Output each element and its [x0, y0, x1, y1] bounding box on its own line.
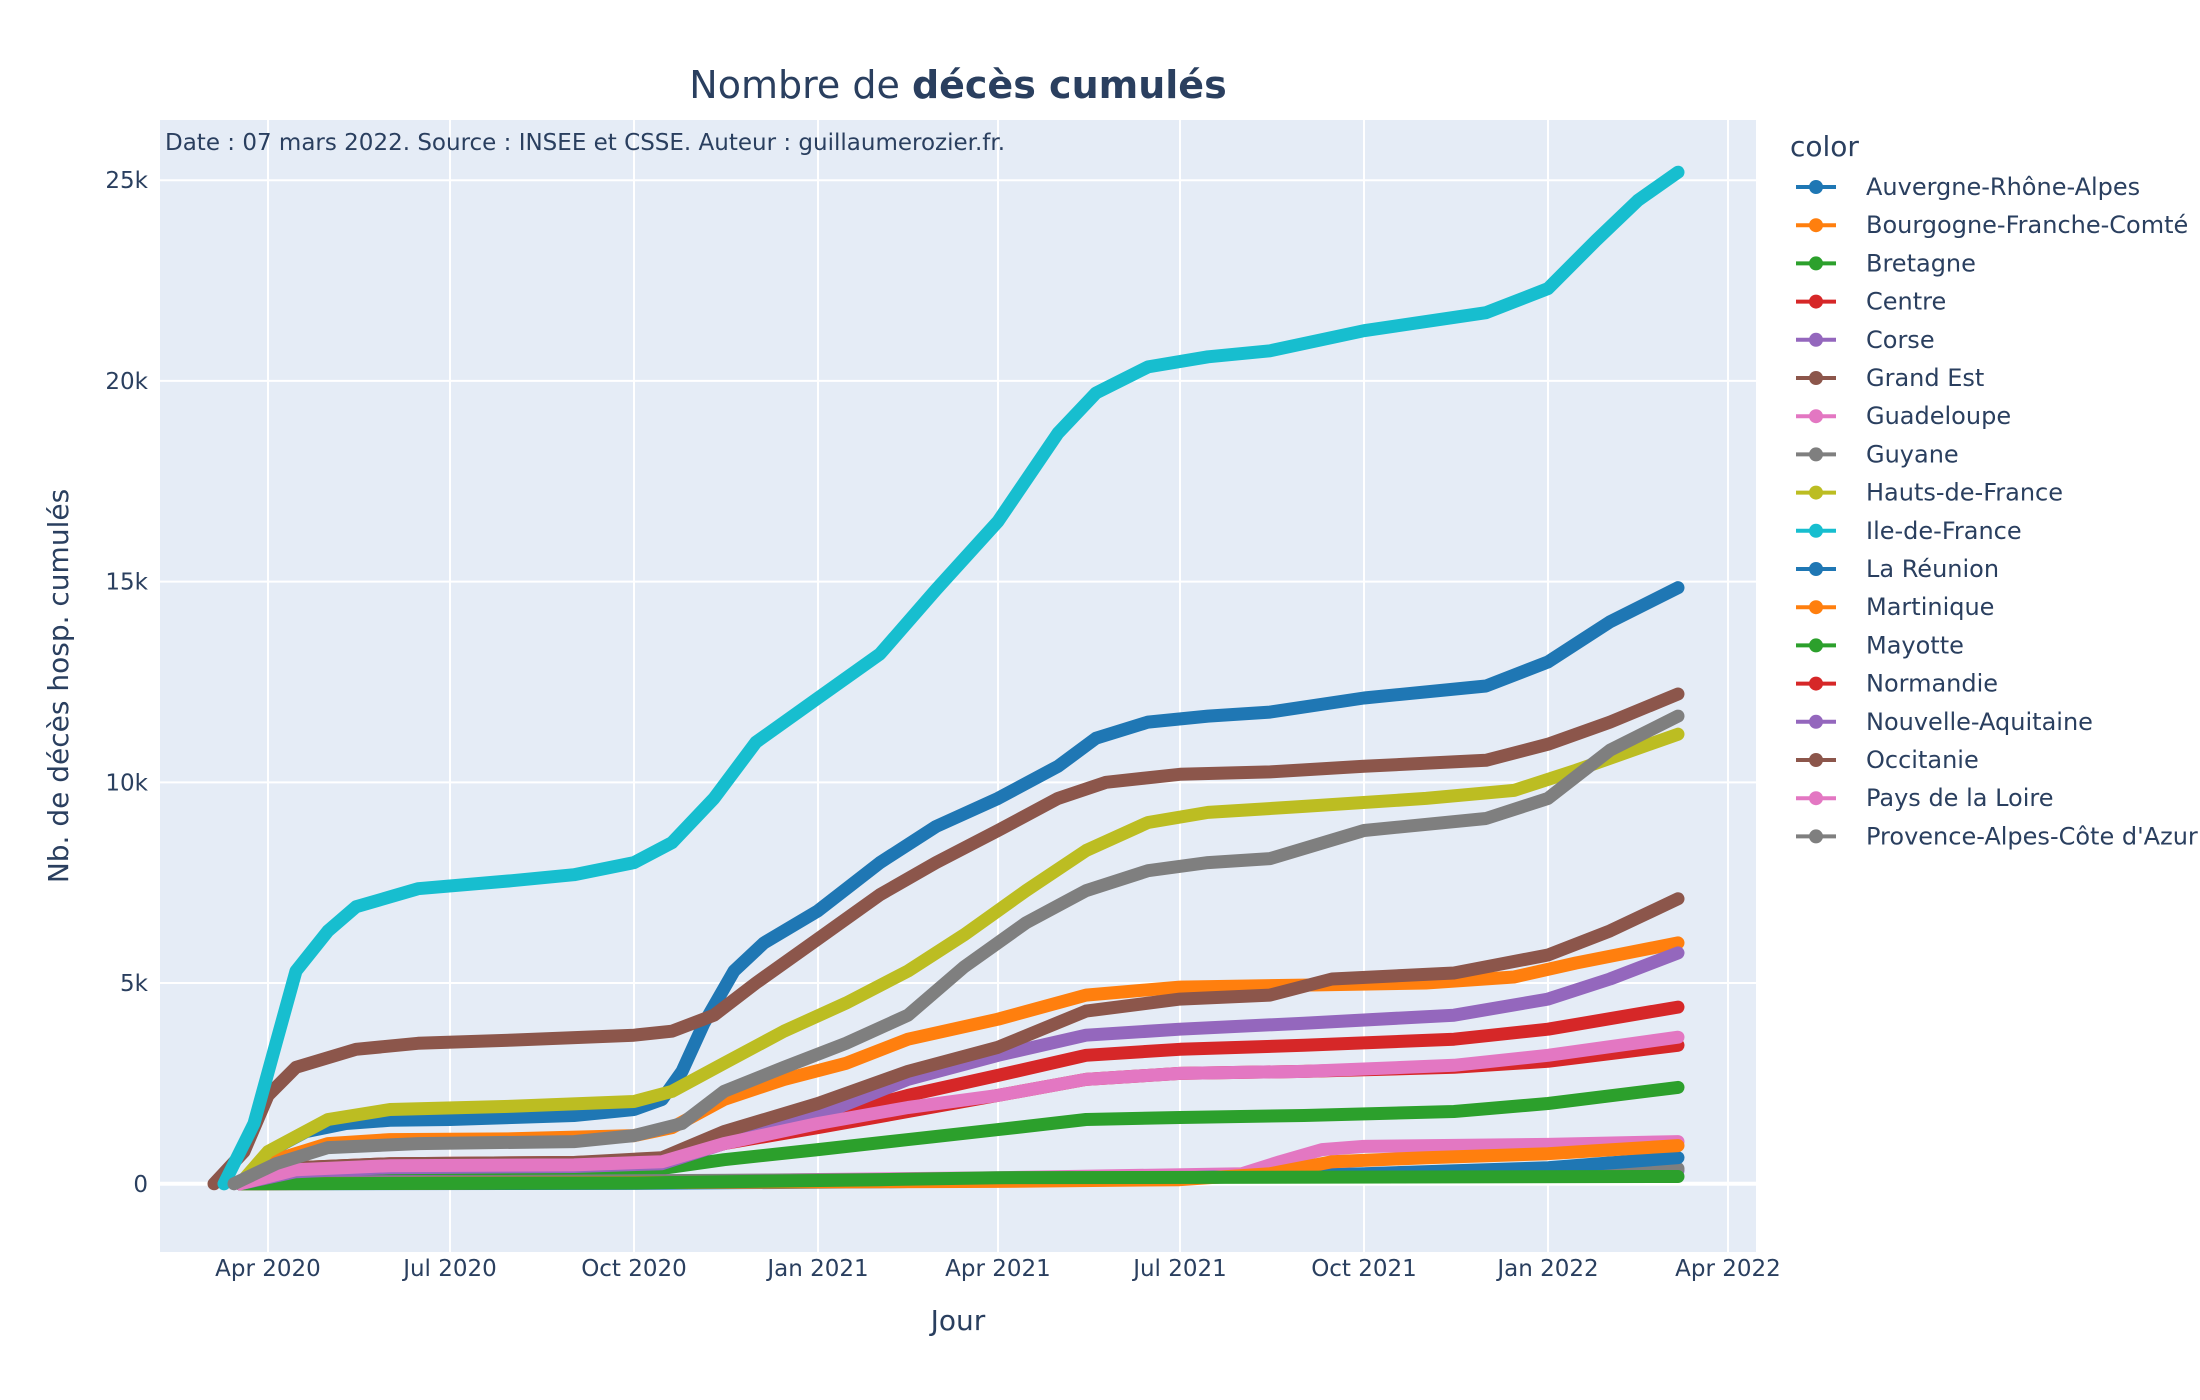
x-tick-label: Oct 2020 — [581, 1256, 687, 1282]
x-tick-label: Apr 2020 — [215, 1256, 321, 1282]
legend-label: Nouvelle-Aquitaine — [1866, 708, 2093, 736]
chart-title-bold: décès cumulés — [912, 63, 1227, 107]
legend-label: Guyane — [1866, 440, 1959, 468]
y-tick-label: 5k — [120, 971, 149, 997]
legend-item[interactable]: Provence-Alpes-Côte d'Azur — [1796, 822, 2198, 850]
legend-label: Auvergne-Rhône-Alpes — [1866, 173, 2140, 201]
y-tick-label: 10k — [105, 770, 148, 796]
legend-label: Guadeloupe — [1866, 402, 2011, 430]
legend-item[interactable]: Guadeloupe — [1796, 402, 2011, 430]
source-annotation: Date : 07 mars 2022. Source : INSEE et C… — [165, 130, 1005, 156]
legend-swatch-marker — [1809, 409, 1823, 424]
x-tick-label: Jan 2022 — [1495, 1256, 1598, 1282]
legend-label: Corse — [1866, 326, 1935, 354]
legend-item[interactable]: Bretagne — [1796, 249, 1976, 277]
legend-item[interactable]: Bourgogne-Franche-Comté — [1796, 211, 2188, 239]
legend-item[interactable]: Corse — [1796, 326, 1935, 354]
x-tick-label: Jul 2020 — [401, 1256, 497, 1282]
legend-item[interactable]: Normandie — [1796, 670, 1998, 698]
legend-label: Ile-de-France — [1866, 517, 2022, 545]
legend-item[interactable]: Pays de la Loire — [1796, 784, 2053, 812]
legend-swatch-marker — [1809, 829, 1823, 844]
chart-title-regular: Nombre de — [689, 63, 912, 107]
chart-title: Nombre de décès cumulés — [689, 63, 1226, 107]
legend-item[interactable]: Guyane — [1796, 440, 1959, 468]
legend-label: Grand Est — [1866, 364, 1984, 392]
legend-swatch-marker — [1809, 485, 1823, 500]
legend-swatch-marker — [1809, 180, 1823, 194]
series-line — [233, 581, 1685, 1191]
legend-item[interactable]: La Réunion — [1796, 555, 1999, 583]
legend-swatch-marker — [1809, 638, 1823, 653]
x-tick-label: Apr 2022 — [1675, 1256, 1781, 1282]
x-tick-label: Apr 2021 — [945, 1256, 1051, 1282]
y-tick-label: 25k — [105, 168, 148, 194]
legend-item[interactable]: Ile-de-France — [1796, 517, 2022, 545]
legend-item[interactable]: Centre — [1796, 288, 1946, 316]
y-tick-label: 20k — [105, 369, 148, 395]
y-tick-labels: 0 5k 10k 15k 20k 25k — [105, 168, 148, 1198]
x-tick-label: Jan 2021 — [765, 1256, 868, 1282]
series-line — [233, 727, 1685, 1191]
legend-swatch-marker — [1809, 791, 1823, 806]
x-tick-label: Jul 2021 — [1131, 1256, 1227, 1282]
series-lines — [207, 165, 1685, 1191]
legend-item[interactable]: Auvergne-Rhône-Alpes — [1796, 173, 2140, 201]
legend-item[interactable]: Nouvelle-Aquitaine — [1796, 708, 2093, 736]
series-line — [233, 1030, 1685, 1191]
legend-swatch-marker — [1809, 562, 1823, 576]
legend-label: Normandie — [1866, 670, 1998, 698]
legend-label: Martinique — [1866, 593, 1994, 621]
legend: color Auvergne-Rhône-Alpes Bourgogne-Fran… — [1790, 130, 2198, 850]
series-line — [227, 709, 1685, 1191]
legend-swatch-marker — [1809, 332, 1823, 347]
y-tick-label: 0 — [133, 1172, 148, 1198]
x-tick-label: Oct 2021 — [1311, 1256, 1417, 1282]
legend-swatch-marker — [1809, 753, 1823, 767]
y-axis-title: Nb. de décès hosp. cumulés — [42, 489, 75, 883]
legend-label: La Réunion — [1866, 555, 1999, 583]
series-line — [207, 687, 1685, 1191]
series-line — [233, 1170, 1685, 1191]
legend-swatch-marker — [1809, 371, 1823, 385]
legend-item[interactable]: Grand Est — [1796, 364, 1984, 392]
legend-swatch-marker — [1809, 676, 1823, 691]
legend-swatch-marker — [1809, 447, 1823, 462]
legend-label: Occitanie — [1866, 746, 1979, 774]
legend-swatch-marker — [1809, 714, 1823, 729]
legend-swatch-marker — [1809, 600, 1823, 615]
legend-item[interactable]: Hauts-de-France — [1796, 479, 2063, 507]
legend-swatch-marker — [1809, 218, 1823, 233]
series-line — [217, 165, 1685, 1191]
legend-label: Provence-Alpes-Côte d'Azur — [1866, 822, 2198, 850]
legend-swatch-marker — [1809, 256, 1823, 271]
legend-label: Hauts-de-France — [1866, 479, 2063, 507]
legend-label: Bourgogne-Franche-Comté — [1866, 211, 2188, 239]
legend-label: Bretagne — [1866, 249, 1976, 277]
x-tick-labels: Apr 2020 Jul 2020 Oct 2020 Jan 2021 Apr 2021… — [215, 1256, 1781, 1282]
legend-label: Mayotte — [1866, 631, 1964, 659]
legend-item[interactable]: Martinique — [1796, 593, 1994, 621]
legend-label: Pays de la Loire — [1866, 784, 2053, 812]
legend-swatch-marker — [1809, 523, 1823, 538]
legend-swatch-marker — [1809, 294, 1823, 309]
x-axis-title: Jour — [929, 1304, 986, 1337]
legend-title: color — [1790, 130, 1859, 163]
legend-item[interactable]: Occitanie — [1796, 746, 1979, 774]
y-tick-label: 15k — [105, 570, 148, 596]
legend-item[interactable]: Mayotte — [1796, 631, 1964, 659]
legend-label: Centre — [1866, 288, 1946, 316]
